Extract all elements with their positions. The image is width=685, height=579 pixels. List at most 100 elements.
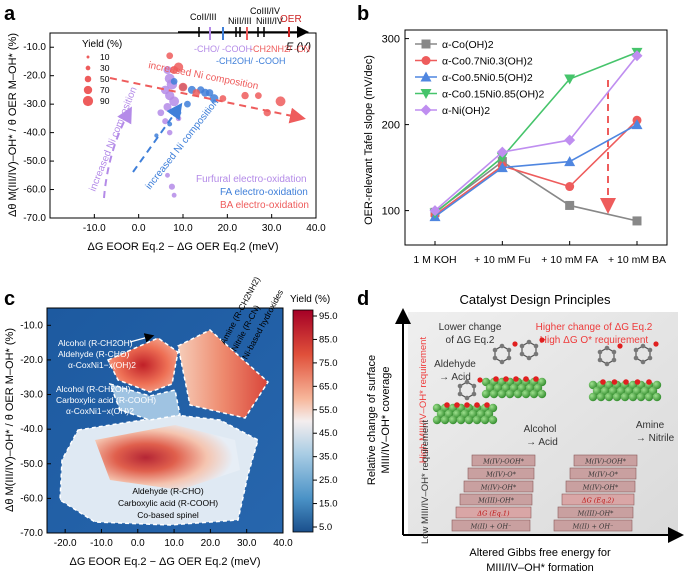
a-point [184, 100, 191, 108]
d-amine-2: → Nitrile [636, 433, 675, 444]
colorbar-tick-label: 75.0 [319, 358, 338, 369]
heatmap-region-aldehyde [106, 337, 179, 393]
a-point [205, 89, 214, 97]
a-point [170, 78, 178, 85]
stair-step [463, 480, 534, 493]
catalyst-atom [592, 386, 602, 396]
a-point [166, 129, 173, 136]
adsorbate-oxygen [464, 402, 470, 408]
catalyst-atom [517, 383, 527, 393]
molecule-atom [633, 355, 639, 361]
catalyst-atom [484, 409, 494, 419]
catalyst-atom [644, 392, 654, 402]
potential-axis-label: E (V) [286, 41, 311, 53]
catalyst-atom [489, 389, 499, 399]
c-xtick-label: 0.0 [131, 538, 145, 549]
adsorbate-oxygen [444, 402, 450, 408]
stair-step [467, 467, 535, 480]
potential-label-ni23: NiII/III [228, 16, 252, 26]
stair-step [557, 506, 634, 519]
b-point [564, 74, 576, 85]
d-lower-change-1: Lower change [439, 322, 502, 333]
catalyst-atom [432, 415, 442, 425]
catalyst-atom [640, 386, 650, 396]
a-point [173, 62, 184, 72]
r2-label-2: Carboxylic acid (R-COOH) [56, 395, 156, 405]
panel-d-label: d [357, 288, 369, 310]
a-point [175, 115, 182, 122]
b-ytick-label: 200 [382, 120, 400, 132]
c-xtick-label: 20.0 [201, 538, 221, 549]
legend-furfural: Furfural electro-oxidation [196, 174, 307, 185]
d-higher-change-1: Higher change of ΔG Eq.2 [536, 322, 653, 333]
adsorbate-oxygen [611, 379, 618, 385]
stair-step [459, 493, 533, 506]
c-xtick-label: 30.0 [237, 538, 257, 549]
size-legend-label: 90 [100, 96, 110, 106]
catalyst-atom [436, 409, 446, 419]
catalyst-atom [488, 403, 498, 413]
catalyst-atom [588, 392, 598, 402]
potential-label-ni34: NiIII/IV [256, 16, 283, 26]
catalyst-atom [432, 403, 442, 413]
catalyst-atom [624, 386, 634, 396]
c-ytick-label: -50.0 [20, 459, 43, 470]
catalyst-atom [537, 389, 547, 399]
c-ytick-label: -60.0 [20, 493, 43, 504]
catalyst-atom [460, 409, 470, 419]
molecule-amine-1 [597, 343, 623, 367]
potential-label-co23: CoII/III [190, 12, 217, 22]
b-ytick-label: 100 [382, 206, 400, 218]
stair-label: M(II) + OH⁻ [572, 523, 614, 531]
size-legend-dot [83, 85, 93, 95]
catalyst-atom [652, 392, 662, 402]
heatmap-hotspot-spinel [95, 425, 240, 490]
b-xtick-label: + 10 mM FA [541, 254, 598, 266]
catalyst-atom [476, 409, 486, 419]
panel-d-xlabel-2: MIII/IV–OH* formation [486, 562, 594, 574]
panel-c-ylabel: Δθ M(III/IV)–OH* / θ OER M–OH* (%) [4, 328, 16, 512]
panel-b: b 100 200 300 1 M KOH + 10 mM Fu + 10 mM FA + … [357, 3, 668, 266]
b-point [429, 205, 441, 217]
r4-label-3: Co-based spinel [137, 510, 199, 520]
r1-label-2: Aldehyde (R-CHO) [58, 349, 129, 359]
molecule-atom [597, 349, 603, 355]
molecule-atom [597, 357, 603, 363]
b-point [565, 200, 575, 210]
b-point [631, 119, 643, 130]
colorbar-tick-label: 55.0 [319, 405, 338, 416]
molecule-atom [604, 361, 610, 367]
molecule-oxygen [539, 337, 545, 343]
b-xtick-label: 1 M KOH [413, 254, 456, 266]
c-xtick-label: 10.0 [164, 538, 184, 549]
a-ytick-label: -60.0 [23, 185, 46, 196]
size-legend-dot [85, 65, 91, 71]
stair-step [455, 506, 532, 519]
catalyst-atom [612, 392, 622, 402]
catalyst-atom [604, 392, 614, 402]
catalyst-atom [493, 383, 503, 393]
group-label-fa: -CH2OH/ -COOH [216, 56, 286, 66]
adsorbate-oxygen [513, 376, 519, 382]
catalyst-atom [600, 386, 610, 396]
r1-label-1: Alcohol (R-CH2OH) [58, 338, 133, 348]
molecule-atom [647, 355, 653, 361]
slab-alcohol [432, 402, 498, 425]
adsorbate-oxygen [623, 379, 629, 385]
a-point [168, 183, 175, 190]
molecule-aldehyde-1 [492, 341, 518, 365]
catalyst-atom [513, 389, 523, 399]
heatmap-region-acid [108, 382, 181, 421]
colorbar-tick-label: 35.0 [319, 452, 338, 463]
group-label-ba: -CH2NH2/ -CN [250, 44, 310, 54]
stair-label: M(IV)-OH* [480, 484, 517, 492]
colorbar [292, 309, 314, 533]
panel-a: a -10.0 0.0 10.0 20.0 30.0 40.0 -10.0 -20.0 -30.… [4, 3, 326, 253]
catalyst-atom [608, 386, 618, 396]
panel-d-title: Catalyst Design Principles [459, 292, 611, 307]
a-point [275, 96, 286, 107]
adsorbate-oxygen [503, 376, 509, 382]
b-xtick-label: + 10 mM BA [608, 254, 666, 266]
slab-amine [588, 379, 662, 402]
stair-label: M(IV)-OOH* [584, 458, 627, 466]
